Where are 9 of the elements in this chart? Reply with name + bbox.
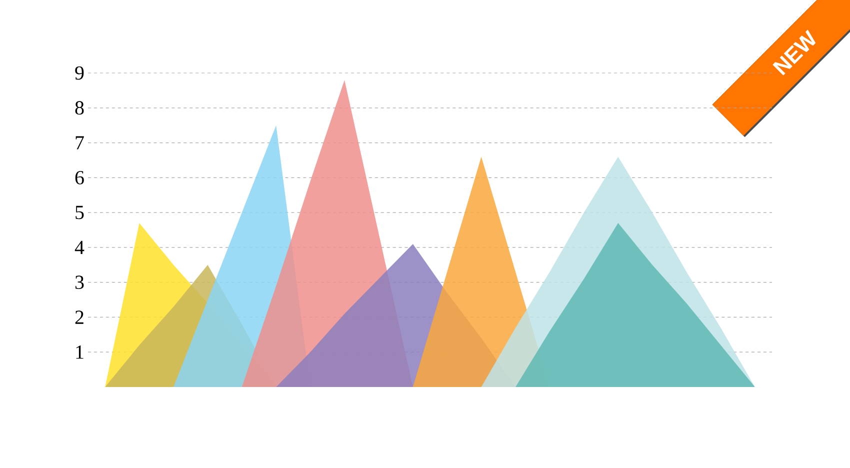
y-tick-label: 2 (75, 310, 84, 324)
y-tick-label: 8 (75, 101, 84, 115)
y-tick-label: 4 (74, 240, 84, 254)
y-tick-label: 7 (76, 136, 84, 150)
y-tick-label: 3 (75, 276, 84, 290)
y-tick-label: 6 (75, 170, 84, 184)
y-tick-label: 1 (76, 346, 84, 359)
y-tick-label: 5 (76, 206, 84, 220)
y-tick-label: 9 (75, 66, 84, 80)
